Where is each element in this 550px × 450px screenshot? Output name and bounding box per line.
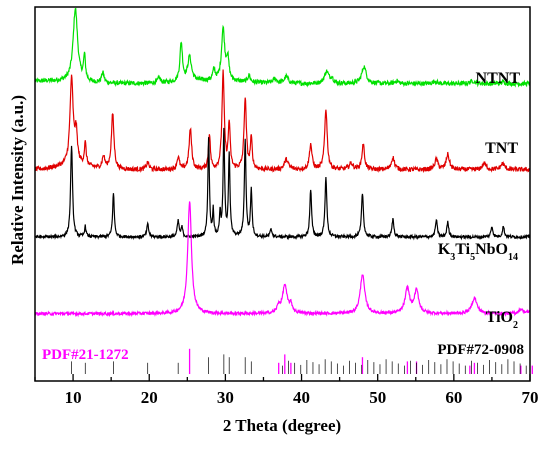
x-tick-label-70: 70 (522, 388, 539, 407)
series-line-0 (35, 9, 530, 86)
series-label-part: 2 (513, 320, 518, 331)
series-labels: NTNT TNT K3Ti5NbO14 TiO2 (438, 70, 521, 331)
plot-frame (35, 7, 530, 381)
x-tick-label-50: 50 (369, 388, 386, 407)
series-label-part: K (438, 241, 451, 258)
x-tick-label-40: 40 (293, 388, 310, 407)
x-tick-label-60: 60 (445, 388, 462, 407)
reference-labels: PDF#21-1272 PDF#72-0908 (42, 342, 524, 363)
series-line-2 (35, 128, 530, 239)
series-label-2: K3Ti5NbO14 (438, 241, 518, 263)
series-label-part: NTNT (476, 70, 521, 87)
series-label-0: NTNT (476, 70, 521, 87)
series-line-3 (35, 201, 530, 315)
series-label-part: 14 (508, 252, 518, 263)
x-axis-ticks: 10 20 30 40 50 60 70 (35, 374, 539, 407)
series-label-part: NbO (475, 241, 508, 258)
series-label-1: TNT (485, 140, 518, 157)
xrd-traces (35, 9, 530, 316)
series-label-part: TiO (486, 309, 513, 326)
series-label-part: Ti (455, 241, 470, 258)
y-axis-label: Relative Intensity (a.u.) (8, 95, 27, 265)
series-label-part: TNT (485, 140, 518, 157)
x-tick-label-10: 10 (65, 388, 82, 407)
ref-label-pdf-21-1272: PDF#21-1272 (42, 347, 129, 363)
series-line-1 (35, 70, 530, 172)
ref-label-pdf-72-0908: PDF#72-0908 (437, 342, 524, 358)
x-axis-label: 2 Theta (degree) (223, 416, 341, 435)
x-tick-label-20: 20 (141, 388, 158, 407)
x-tick-label-30: 30 (217, 388, 234, 407)
